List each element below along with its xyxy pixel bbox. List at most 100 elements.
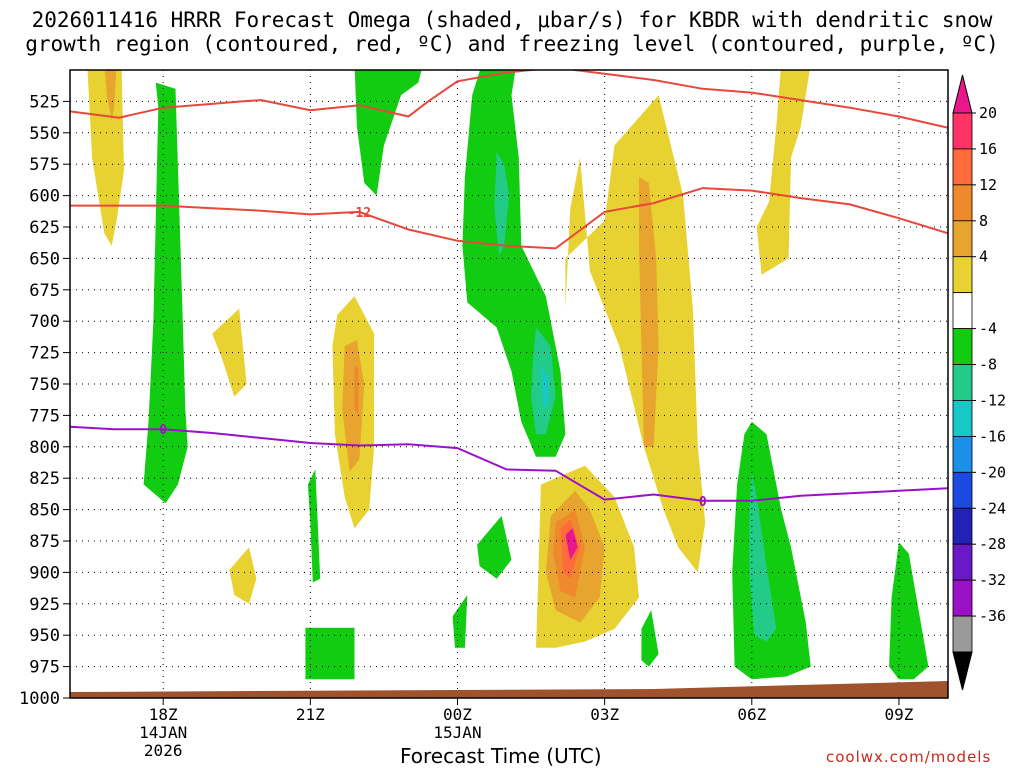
omega-region-green-upper-mid xyxy=(354,70,422,196)
x-tick-label: 18Z xyxy=(149,705,178,724)
y-tick-label: 1000 xyxy=(19,689,60,709)
colorbar-bin xyxy=(952,471,973,509)
omega-region-green-tiny-0330 xyxy=(641,610,659,667)
x-tick-label: 14JAN xyxy=(139,723,187,742)
colorbar-bin xyxy=(952,364,973,401)
omega-region-green-bottom-box xyxy=(305,627,355,680)
x-tick-label: 2026 xyxy=(144,741,183,760)
colorbar-bin xyxy=(952,579,973,617)
colorbar-bin xyxy=(952,184,973,222)
omega-region-yellow-lower-left-blob xyxy=(212,308,247,397)
omega-region-green-09z xyxy=(889,542,929,680)
terrain-ground xyxy=(70,681,948,698)
y-tick-label: 600 xyxy=(29,187,60,207)
colorbar-bin xyxy=(952,400,973,437)
colorbar: 20 16 12 8 4 -4 -8 -12 -16 -20 -24 -28 -32 -36 xyxy=(952,74,1006,691)
y-tick-label: 550 xyxy=(29,124,60,144)
colorbar-label: 8 xyxy=(979,212,988,230)
colorbar-label: 20 xyxy=(979,104,997,122)
omega-region-yellow-small-900 xyxy=(229,547,257,604)
contour-lines: -12 0 0 xyxy=(70,70,948,510)
y-tick-label: 900 xyxy=(29,563,60,583)
omega-region-blue-main-core xyxy=(540,365,549,410)
omega-region-green-06z xyxy=(732,421,811,680)
omega-region-magenta-low-center xyxy=(565,528,578,560)
contour-label-dgz-lower: -12 xyxy=(348,206,371,221)
contour-label-freezing: 0 xyxy=(699,495,707,510)
x-tick-label: 06Z xyxy=(737,705,766,724)
omega-region-cyan-06z xyxy=(749,471,777,642)
y-tick-label: 650 xyxy=(29,249,60,269)
colorbar-bin xyxy=(952,543,973,581)
contour-dgz-upper xyxy=(70,70,948,129)
colorbar-bin xyxy=(952,435,973,473)
contour-dgz-lower xyxy=(70,187,948,250)
x-tick-label: 03Z xyxy=(590,705,619,724)
colorbar-label: -12 xyxy=(979,391,1006,409)
y-tick-label: 700 xyxy=(29,312,60,332)
grid-lines xyxy=(70,70,948,698)
chart-title-line1: 2026011416 HRRR Forecast Omega (shaded, … xyxy=(31,8,993,32)
y-tick-label: 525 xyxy=(29,92,60,112)
colorbar-bin xyxy=(952,112,973,150)
y-tick-label: 800 xyxy=(29,438,60,458)
x-tick-label: 00Z xyxy=(443,705,472,724)
y-tick-label: 675 xyxy=(29,281,60,301)
y-tick-label: 750 xyxy=(29,375,60,395)
colorbar-label: -28 xyxy=(979,535,1006,553)
colorbar-label: -16 xyxy=(979,427,1006,445)
y-tick-label: 875 xyxy=(29,532,60,552)
omega-region-green-18z-column xyxy=(143,82,188,504)
colorbar-bin xyxy=(952,328,973,365)
colorbar-top-arrow xyxy=(952,74,973,114)
y-tick-label: 825 xyxy=(29,469,60,489)
chart-title-line2: growth region (contoured, red, ºC) and f… xyxy=(25,32,999,56)
omega-region-yellow-upper-left xyxy=(87,70,124,246)
colorbar-label: 4 xyxy=(979,248,988,266)
terrain-band xyxy=(70,681,948,698)
colorbar-label: -4 xyxy=(979,320,997,338)
y-tick-label: 575 xyxy=(29,155,60,175)
y-tick-label: 775 xyxy=(29,406,60,426)
colorbar-bin xyxy=(952,220,973,258)
colorbar-bin xyxy=(952,292,973,329)
colorbar-label: 16 xyxy=(979,140,997,158)
colorbar-bin xyxy=(952,256,973,294)
contour-freezing xyxy=(70,425,948,502)
colorbar-label: -20 xyxy=(979,463,1006,481)
y-tick-label: 850 xyxy=(29,501,60,521)
colorbar-label: -8 xyxy=(979,356,997,374)
colorbar-bin xyxy=(952,507,973,545)
credit-link[interactable]: coolwx.com/models xyxy=(826,748,992,766)
y-tick-label: 725 xyxy=(29,344,60,364)
x-tick-label: 15JAN xyxy=(433,723,481,742)
y-axis: 525 550 575 600 625 650 675 700 725 750 775 800 825 8… xyxy=(19,92,70,709)
y-tick-label: 950 xyxy=(29,626,60,646)
colorbar-label: -32 xyxy=(979,571,1006,589)
omega-region-yellow-upper-right xyxy=(756,70,810,275)
chart-title: 2026011416 HRRR Forecast Omega (shaded, … xyxy=(0,8,1024,56)
colorbar-bottom-arrow xyxy=(952,651,973,691)
contour-label-freezing: 0 xyxy=(159,423,167,438)
colorbar-bin xyxy=(952,615,973,653)
omega-region-orange-right-column xyxy=(639,176,659,447)
colorbar-label: -24 xyxy=(979,499,1006,517)
omega-region-cyan-main-upper xyxy=(494,151,509,256)
x-tick-label: 09Z xyxy=(884,705,913,724)
omega-region-orange-upper-left xyxy=(104,70,117,121)
colorbar-label: -36 xyxy=(979,607,1006,625)
omega-region-green-small-left xyxy=(307,469,321,583)
omega-shading xyxy=(87,70,929,680)
x-tick-label: 21Z xyxy=(296,705,325,724)
y-tick-label: 625 xyxy=(29,218,60,238)
omega-region-green-tiny-00z xyxy=(452,595,468,648)
x-axis-title: Forecast Time (UTC) xyxy=(400,744,602,768)
y-tick-label: 975 xyxy=(29,658,60,678)
omega-region-green-mid-small xyxy=(477,515,512,579)
omega-region-orange-dgz-column xyxy=(342,340,365,472)
colorbar-bin xyxy=(952,148,973,186)
colorbar-label: 12 xyxy=(979,176,997,194)
y-tick-label: 925 xyxy=(29,595,60,615)
